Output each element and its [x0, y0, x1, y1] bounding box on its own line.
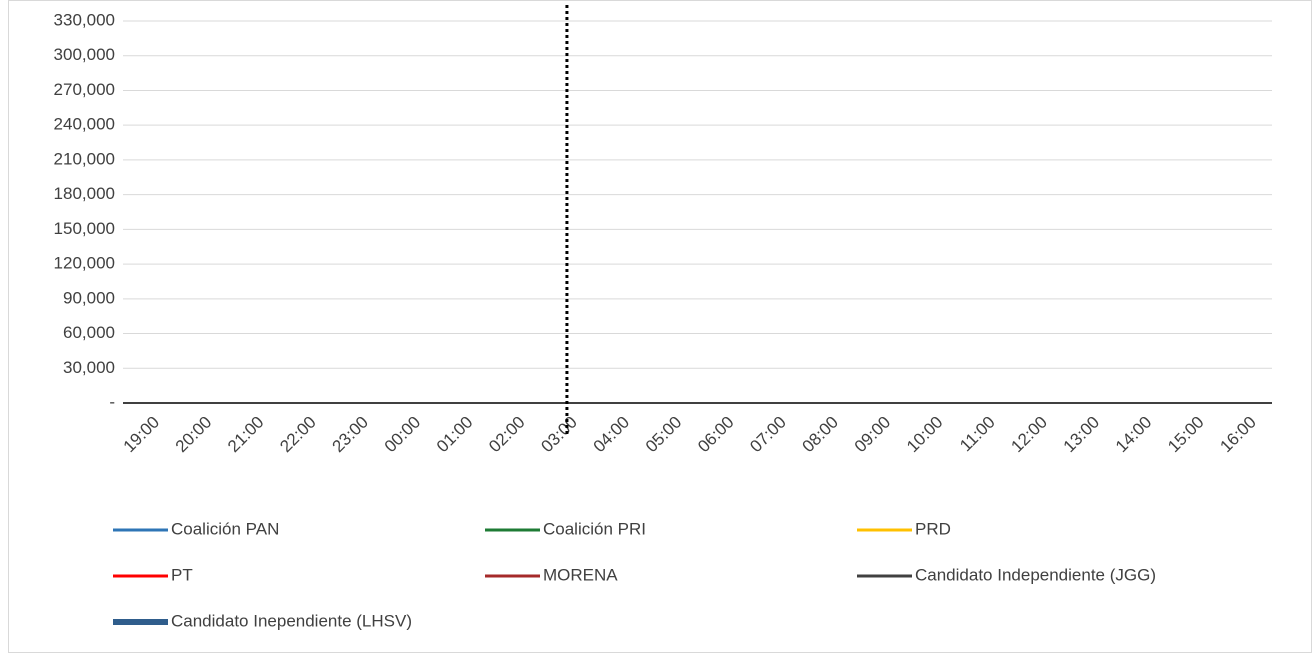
y-tick-label: 330,000	[54, 10, 115, 29]
y-tick-label: 180,000	[54, 184, 115, 203]
legend-label: Coalición PRI	[543, 519, 646, 538]
legend-label: PRD	[915, 519, 951, 538]
legend-label: PT	[171, 565, 193, 584]
y-tick-label: 30,000	[63, 358, 115, 377]
legend-label: Candidato Independiente (JGG)	[915, 565, 1156, 584]
y-tick-label: 120,000	[54, 254, 115, 273]
y-tick-label: 150,000	[54, 219, 115, 238]
y-tick-label: -	[109, 392, 115, 411]
y-tick-label: 60,000	[63, 323, 115, 342]
y-tick-label: 90,000	[63, 288, 115, 307]
legend-label: Candidato Inependiente (LHSV)	[171, 611, 412, 630]
y-tick-label: 240,000	[54, 115, 115, 134]
chart-border	[8, 0, 1312, 653]
y-tick-label: 300,000	[54, 45, 115, 64]
y-tick-label: 210,000	[54, 149, 115, 168]
y-tick-label: 270,000	[54, 80, 115, 99]
legend-label: Coalición PAN	[171, 519, 279, 538]
legend-label: MORENA	[543, 565, 618, 584]
